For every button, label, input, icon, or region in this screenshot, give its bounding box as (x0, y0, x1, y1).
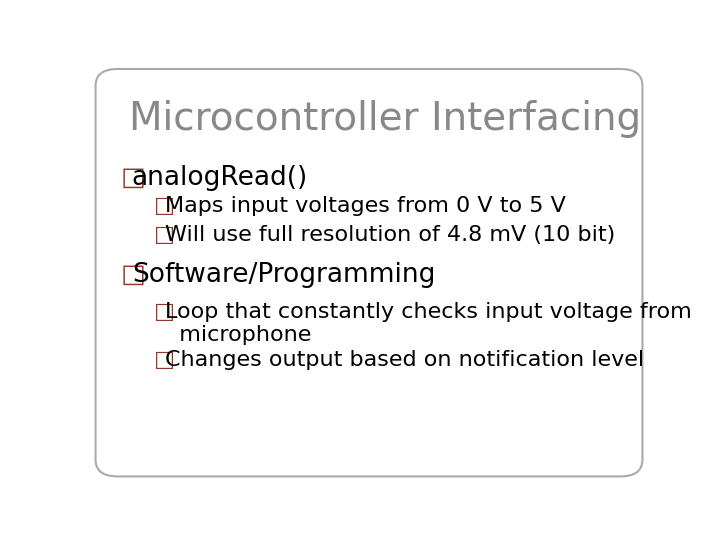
Text: Will use full resolution of 4.8 mV (10 bit): Will use full resolution of 4.8 mV (10 b… (166, 225, 616, 245)
FancyBboxPatch shape (96, 69, 642, 476)
Text: □: □ (154, 349, 175, 369)
Text: Loop that constantly checks input voltage from
  microphone: Loop that constantly checks input voltag… (166, 302, 692, 345)
Text: Software/Programming: Software/Programming (132, 262, 435, 288)
Text: □: □ (121, 262, 145, 288)
Text: □: □ (121, 165, 145, 191)
Text: Changes output based on notification level: Changes output based on notification lev… (166, 349, 644, 369)
Text: Microcontroller Interfacing: Microcontroller Interfacing (129, 100, 642, 138)
Text: analogRead(): analogRead() (132, 165, 308, 191)
Text: □: □ (154, 302, 175, 322)
Text: □: □ (154, 196, 175, 216)
Text: Maps input voltages from 0 V to 5 V: Maps input voltages from 0 V to 5 V (166, 196, 566, 216)
Text: □: □ (154, 225, 175, 245)
